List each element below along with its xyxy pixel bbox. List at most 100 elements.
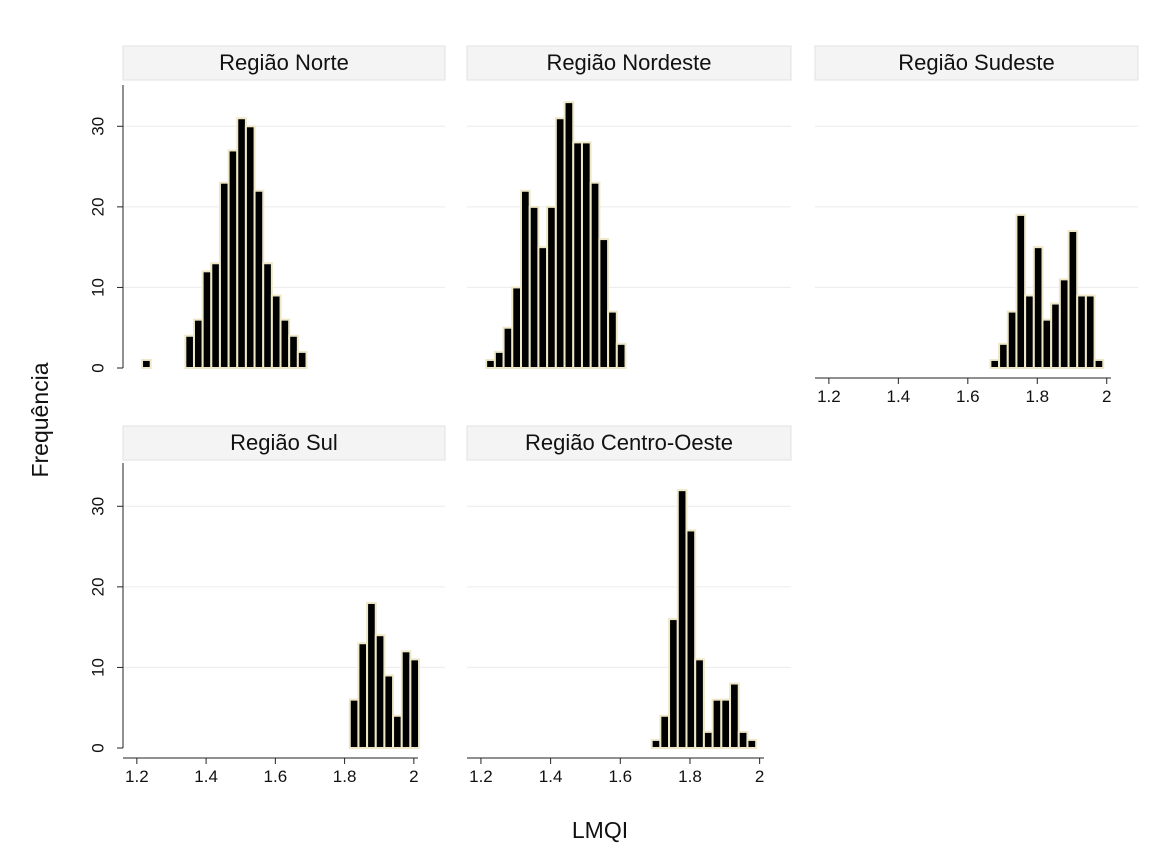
histogram-bar bbox=[502, 326, 514, 370]
histogram-bar bbox=[563, 101, 575, 369]
panel-title-strip bbox=[122, 425, 446, 461]
histogram-bar bbox=[1032, 246, 1044, 369]
histogram-bar bbox=[1067, 230, 1079, 369]
panel-title-strip bbox=[122, 45, 446, 81]
histogram-bar bbox=[676, 489, 688, 749]
x-axis-label: LMQI bbox=[572, 817, 628, 843]
histogram-bar bbox=[1024, 294, 1035, 369]
histogram-bar bbox=[357, 642, 369, 749]
histogram-bar bbox=[554, 117, 566, 369]
x-tick-label: 2 bbox=[1102, 387, 1111, 406]
histogram-bar bbox=[383, 674, 395, 749]
panel-title: Região Centro-Oeste bbox=[525, 430, 733, 455]
y-axis-label: Frequência bbox=[27, 362, 53, 477]
histogram-bar bbox=[737, 730, 749, 750]
histogram-bar bbox=[659, 714, 671, 749]
histogram-bar bbox=[607, 310, 618, 370]
histogram-bar bbox=[296, 350, 308, 369]
panel-title-strip bbox=[466, 425, 792, 461]
histogram-bar bbox=[1041, 318, 1053, 369]
x-tick-label: 1.2 bbox=[817, 387, 841, 406]
x-tick-label: 1.8 bbox=[678, 767, 702, 786]
histogram-bar bbox=[1076, 294, 1087, 369]
histogram-bar bbox=[288, 334, 299, 369]
panel: Região Norte 0 10 20 30 bbox=[88, 45, 446, 373]
histogram-bar bbox=[729, 682, 740, 749]
histogram-bar bbox=[493, 350, 505, 369]
x-tick-label: 1.2 bbox=[469, 767, 493, 786]
histogram-bar bbox=[668, 618, 679, 749]
histogram-bar bbox=[580, 141, 592, 369]
histogram-bar bbox=[485, 358, 496, 370]
histogram-bar bbox=[409, 658, 421, 749]
panel-title-strip bbox=[814, 45, 1139, 81]
histogram-bar bbox=[279, 318, 291, 369]
histogram-bar bbox=[694, 658, 705, 749]
y-tick-label: 20 bbox=[88, 197, 107, 216]
y-tick-label: 0 bbox=[88, 743, 107, 752]
x-tick-label: 2 bbox=[409, 767, 418, 786]
histogram-bar bbox=[262, 262, 273, 369]
x-tick-label: 1.8 bbox=[1025, 387, 1049, 406]
y-tick-label: 20 bbox=[88, 577, 107, 596]
histogram-bar bbox=[201, 270, 213, 370]
histogram-bar bbox=[546, 205, 557, 369]
histogram-bar bbox=[650, 738, 662, 750]
x-tick-label: 1.6 bbox=[608, 767, 632, 786]
x-tick-label: 2 bbox=[755, 767, 764, 786]
histogram-bar bbox=[572, 141, 583, 369]
histogram-bar bbox=[615, 342, 627, 370]
x-tick-label: 1.4 bbox=[194, 767, 218, 786]
panel-title: Região Sul bbox=[230, 430, 338, 455]
histogram-bar bbox=[702, 730, 714, 750]
panel: Região Nordeste bbox=[466, 45, 792, 370]
histogram-bar bbox=[711, 698, 723, 750]
panel-title: Região Sudeste bbox=[898, 50, 1055, 75]
panel-title: Região Nordeste bbox=[546, 50, 711, 75]
panel: Região Sul 0 10 20 30 1.2 1.4 1.6 1.8 2 bbox=[88, 425, 446, 786]
histogram-bar bbox=[989, 358, 1001, 370]
histogram-bar bbox=[998, 342, 1009, 370]
histogram-bar bbox=[374, 634, 386, 750]
histogram-bar bbox=[685, 529, 697, 750]
histogram-bar bbox=[589, 181, 601, 369]
histogram-bar bbox=[270, 294, 282, 369]
histogram-bar bbox=[1015, 213, 1027, 369]
histogram-bar bbox=[537, 246, 549, 369]
histogram-bar bbox=[218, 181, 230, 369]
histogram-bar bbox=[1058, 278, 1070, 369]
histogram-bar bbox=[1050, 302, 1061, 369]
y-tick-label: 0 bbox=[88, 363, 107, 372]
panel: Região Sudeste 1.2 1.4 1.6 1.8 2 bbox=[814, 45, 1139, 406]
y-tick-label: 10 bbox=[88, 658, 107, 677]
y-tick-label: 30 bbox=[88, 117, 107, 136]
histogram-bar bbox=[141, 358, 152, 370]
histogram-bar bbox=[192, 318, 204, 369]
x-tick-label: 1.6 bbox=[956, 387, 980, 406]
panel: Região Centro-Oeste 1.2 1.4 1.6 1.8 2 bbox=[466, 425, 792, 786]
histogram-bar bbox=[253, 189, 265, 369]
histogram-bar bbox=[366, 601, 377, 749]
histogram-bar bbox=[348, 698, 360, 750]
x-tick-label: 1.4 bbox=[539, 767, 563, 786]
y-tick-label: 30 bbox=[88, 497, 107, 516]
x-tick-label: 1.4 bbox=[887, 387, 911, 406]
histogram-bar bbox=[1084, 294, 1096, 369]
histogram-bar bbox=[528, 205, 540, 369]
x-tick-label: 1.8 bbox=[333, 767, 357, 786]
panel-title-strip bbox=[466, 45, 792, 81]
histogram-bar bbox=[400, 650, 412, 749]
histogram-bar bbox=[227, 149, 239, 369]
x-tick-label: 1.6 bbox=[264, 767, 288, 786]
histogram-bar bbox=[210, 262, 221, 369]
histogram-bar bbox=[1093, 358, 1105, 370]
panel-title: Região Norte bbox=[219, 50, 349, 75]
x-tick-label: 1.2 bbox=[125, 767, 149, 786]
histogram-bar bbox=[511, 286, 523, 369]
y-tick-label: 10 bbox=[88, 278, 107, 297]
histogram-bar bbox=[520, 189, 531, 369]
histogram-bar bbox=[1006, 310, 1018, 370]
histogram-bar bbox=[392, 714, 403, 749]
